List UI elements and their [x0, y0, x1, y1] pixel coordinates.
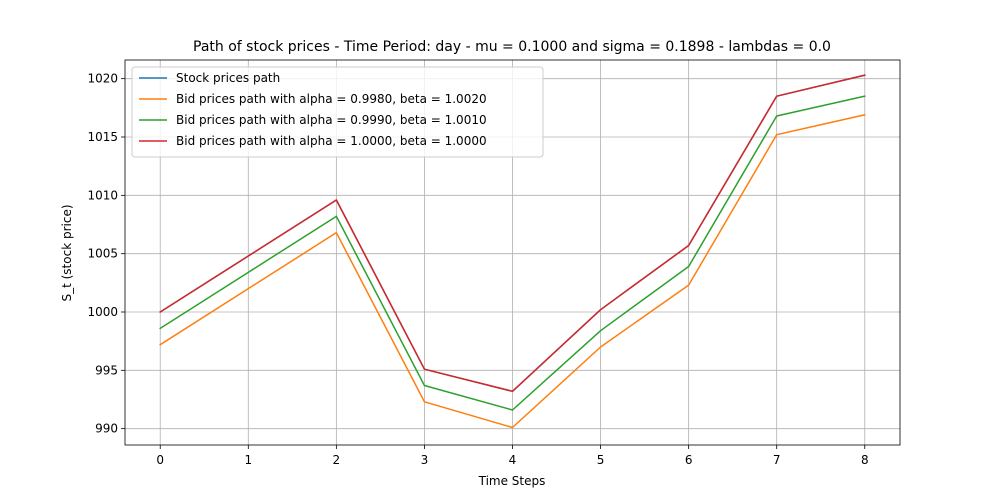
x-tick-label: 5 — [597, 453, 605, 467]
legend-entry: Bid prices path with alpha = 0.9980, bet… — [176, 92, 487, 106]
x-tick-label: 2 — [333, 453, 341, 467]
y-tick-label: 1015 — [87, 130, 118, 144]
series-line-2 — [159, 113, 866, 429]
legend: Stock prices path Bid prices path with al… — [131, 66, 544, 158]
x-tick-label: 6 — [685, 453, 693, 467]
x-tick-label: 3 — [421, 453, 429, 467]
x-tick-label: 1 — [244, 453, 252, 467]
legend-box — [131, 66, 544, 158]
y-axis: 990 995 1000 1005 1010 1015 1020 — [87, 72, 125, 436]
legend-entry: Bid prices path with alpha = 0.9990, bet… — [176, 113, 487, 127]
y-axis-label: S_t (stock price) — [60, 204, 74, 301]
x-axis: 0 1 2 3 4 5 6 7 8 — [156, 445, 869, 467]
y-tick-label: 1005 — [87, 247, 118, 261]
y-tick-label: 1010 — [87, 188, 118, 202]
chart-title: Path of stock prices - Time Period: day … — [193, 39, 831, 55]
y-tick-label: 990 — [95, 422, 118, 436]
x-tick-label: 7 — [773, 453, 781, 467]
y-tick-label: 1020 — [87, 72, 118, 86]
y-tick-label: 1000 — [87, 305, 118, 319]
series-line-4 — [159, 74, 866, 393]
x-tick-label: 8 — [861, 453, 869, 467]
x-axis-label: Time Steps — [478, 474, 546, 488]
series-group — [159, 74, 866, 429]
series-line-3 — [159, 95, 866, 411]
legend-entry: Stock prices path — [176, 71, 280, 85]
legend-entry: Bid prices path with alpha = 1.0000, bet… — [176, 134, 487, 148]
x-tick-label: 0 — [156, 453, 164, 467]
y-tick-label: 995 — [95, 363, 118, 377]
x-tick-label: 4 — [509, 453, 517, 467]
